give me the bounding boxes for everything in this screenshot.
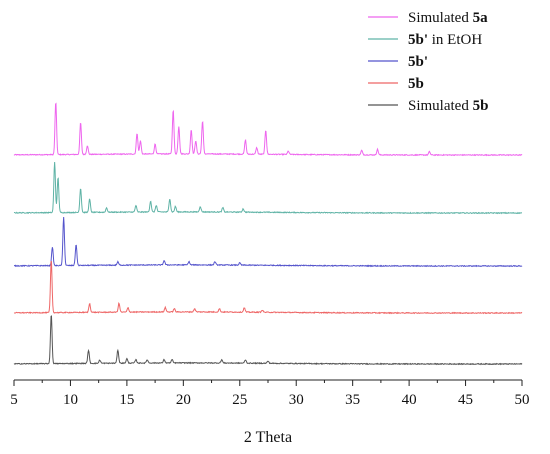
x-tick-label: 10 — [63, 392, 78, 408]
series-line-3 — [13, 261, 523, 315]
x-tick-label: 35 — [345, 392, 360, 408]
series-line-0 — [13, 102, 523, 157]
x-tick-label: 5 — [10, 392, 18, 408]
plot-series-group — [13, 102, 523, 366]
legend-entry: Simulated 5a — [408, 10, 488, 26]
series-line-1 — [13, 161, 523, 215]
x-axis-ticks: 5 10 15 20 25 30 35 40 45 50 — [10, 380, 530, 408]
x-tick-label: 15 — [119, 392, 134, 408]
legend-entry-compound: 5a — [473, 10, 489, 26]
legend-entry-compound: 5b' — [408, 54, 428, 70]
x-tick-label: 40 — [402, 392, 417, 408]
x-axis-title: 2 Theta — [244, 429, 292, 446]
series-line-4 — [13, 315, 523, 366]
legend-entry-suffix: in EtOH — [428, 32, 482, 48]
x-tick-label: 50 — [515, 392, 530, 408]
legend-entry-prefix: Simulated — [408, 10, 473, 26]
legend-entry-prefix: Simulated — [408, 98, 473, 114]
x-tick-label: 25 — [232, 392, 247, 408]
legend-entry: 5b — [408, 76, 424, 92]
legend-entry: 5b' — [408, 54, 428, 70]
legend-entry-compound: 5b' — [408, 32, 428, 48]
x-tick-label: 20 — [176, 392, 191, 408]
legend-entry: 5b' in EtOH — [408, 32, 482, 48]
legend-entry: Simulated 5b — [408, 98, 488, 114]
x-tick-label: 30 — [289, 392, 304, 408]
legend-entry-compound: 5b — [408, 76, 424, 92]
legend-entry-compound: 5b — [473, 98, 489, 114]
series-line-2 — [13, 217, 523, 268]
x-tick-label: 45 — [458, 392, 473, 408]
